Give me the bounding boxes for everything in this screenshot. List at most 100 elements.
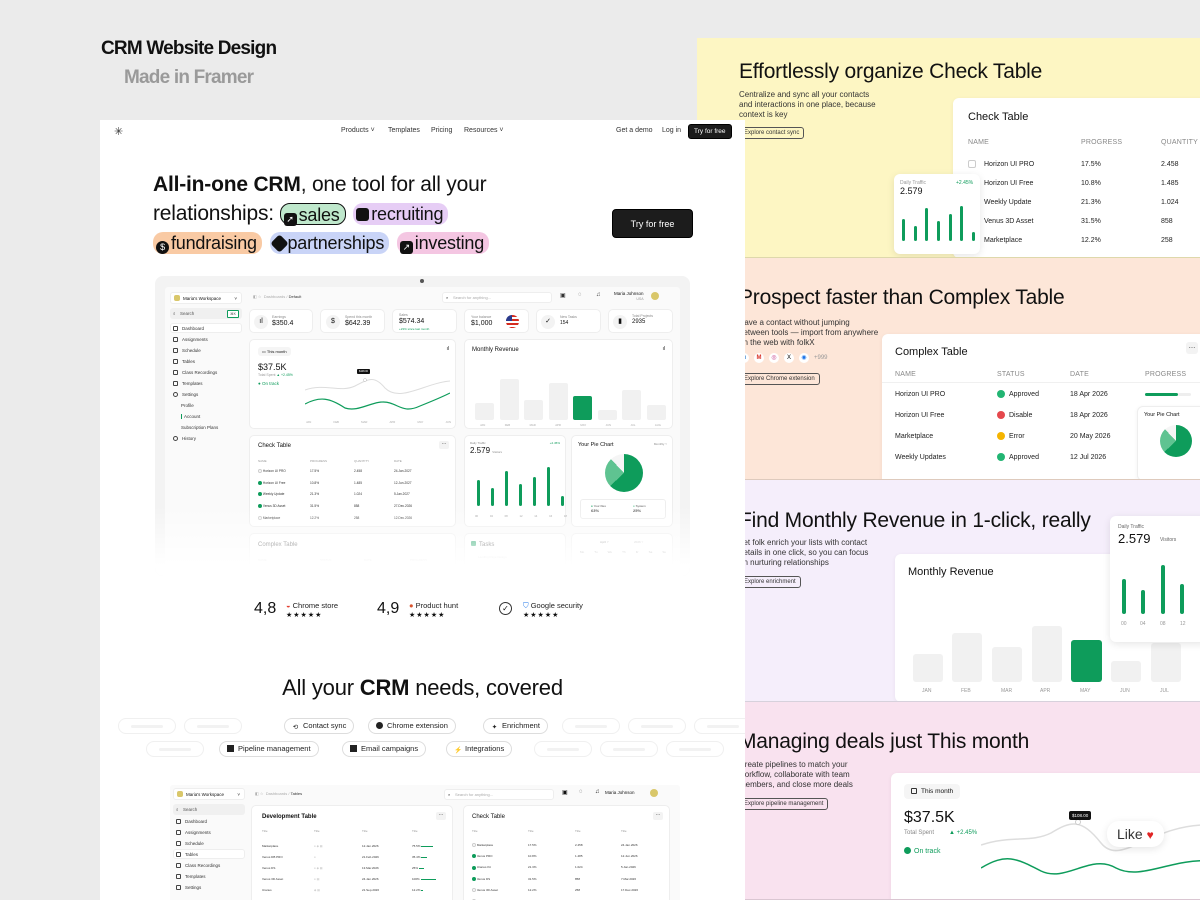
chart-icon: ıl	[254, 315, 268, 329]
more-icon[interactable]: …	[653, 812, 663, 820]
approved-icon	[997, 453, 1005, 461]
pill-sales[interactable]: ➚ sales	[279, 203, 346, 227]
workspace-switcher[interactable]: Maria's Workspace ˅	[170, 292, 242, 304]
section-title: All your CRM needs, covered	[282, 675, 563, 700]
login-link[interactable]: Log in	[662, 127, 682, 134]
more-icon[interactable]: …	[439, 441, 449, 449]
sidebar-item-class-recordings[interactable]: Class Recordings	[176, 863, 220, 868]
workspace-switcher[interactable]: Maria's Workspace ˅	[173, 788, 245, 800]
pill-recruiting[interactable]: recruiting	[353, 203, 449, 226]
sidebar-item-templates[interactable]: Templates	[173, 381, 203, 386]
pill-partnerships[interactable]: partnerships	[269, 232, 390, 255]
get-demo-link[interactable]: Get a demo	[616, 127, 653, 134]
flag-icon[interactable]	[506, 315, 519, 328]
col-header: NAME	[968, 139, 990, 146]
sidebar-item-settings[interactable]: Settings	[173, 392, 198, 397]
sidebar-item-dashboard[interactable]: Dashboard	[173, 326, 204, 331]
chip-email-campaigns[interactable]: Email campaigns	[342, 741, 427, 757]
sidebar-item-profile[interactable]: Profile	[181, 403, 194, 408]
user-name[interactable]: Maria Johnson	[605, 790, 635, 795]
heart-icon: ♥	[1146, 828, 1154, 842]
pill-fundraising[interactable]: $ fundraising	[153, 232, 262, 255]
this-month-button[interactable]: This month	[904, 784, 961, 799]
nav-try-free-button[interactable]: Try for free	[688, 124, 732, 139]
sidebar-item-tables[interactable]: Tables	[173, 359, 195, 364]
producthunt-icon: ● Product hunt	[409, 601, 459, 610]
calendar-icon	[911, 788, 917, 794]
message-icon[interactable]: ◌	[578, 292, 582, 298]
checkbox[interactable]	[968, 160, 976, 168]
x-axis: JAN FEB MAR APR MAY JUN	[306, 420, 451, 424]
more-icon[interactable]: …	[436, 812, 446, 820]
stat-earnings: ıl Earnings $350.4	[249, 309, 313, 333]
nav-templates[interactable]: Templates	[388, 127, 420, 134]
bell-icon[interactable]: ♫	[596, 292, 601, 298]
hero-try-free-button[interactable]: Try for free	[612, 209, 693, 238]
like-badge[interactable]: Like ♥	[1107, 821, 1164, 847]
chip-integrations[interactable]: ⚡ Integrations	[446, 741, 513, 757]
chip-contact-sync[interactable]: ⟲ Contact sync	[284, 718, 355, 734]
sidebar-item-class-recordings[interactable]: Class Recordings	[173, 370, 217, 375]
sidebar-item-schedule[interactable]: Schedule	[173, 348, 201, 353]
sidebar-item-templates[interactable]: Templates	[176, 874, 206, 879]
pie-chart-card: Your Pie Chart	[1137, 406, 1200, 479]
sidebar-item-assignments[interactable]: Assignments	[176, 830, 211, 835]
explore-enrichment-button[interactable]: Explore enrichment	[739, 576, 801, 588]
search-input[interactable]: ⌕ Search for anything...	[442, 292, 552, 303]
more-icon[interactable]: …	[1186, 342, 1198, 354]
message-icon[interactable]: ◌	[579, 789, 583, 795]
explore-contact-sync-button[interactable]: Explore contact sync	[739, 127, 805, 139]
chip-chrome-extension[interactable]: Chrome extension	[368, 718, 456, 734]
traffic-value: 2.579 Visitors	[470, 446, 503, 455]
daily-traffic-card: Daily Traffic 2.579 Visitors 00 04 08 12	[1110, 516, 1200, 642]
user-menu[interactable]: Maria Johnson USA	[614, 291, 644, 301]
sidebar-item-subscription[interactable]: Subscription Plans	[181, 425, 219, 430]
bar-chart-icon[interactable]: ıl	[662, 346, 666, 352]
breadcrumb: ◧ ☆ Dashboards / Default	[253, 294, 302, 299]
grid-icon	[173, 326, 178, 331]
explore-pipeline-button[interactable]: Explore pipeline management	[739, 798, 829, 810]
file-icon: ▮	[613, 315, 627, 329]
page-subheading: Made in Framer	[124, 67, 254, 88]
sidebar-item-assignments[interactable]: Assignments	[173, 337, 208, 342]
nav-products[interactable]: Products ˅	[341, 127, 375, 134]
clipboard-icon[interactable]: ▣	[560, 293, 566, 299]
bar-chart-icon[interactable]: ıl	[446, 346, 450, 352]
sidebar-item-history[interactable]: History	[173, 436, 196, 441]
mail-icon	[350, 745, 357, 752]
bell-icon[interactable]: ♫	[595, 789, 600, 795]
gear-icon	[176, 885, 181, 890]
search-input[interactable]: ⌕ Search for anything...	[444, 789, 554, 800]
nav-resources[interactable]: Resources ˅	[464, 127, 504, 134]
period-dropdown[interactable]: Monthly ˅	[653, 442, 667, 446]
sidebar-item-settings[interactable]: Settings	[176, 885, 201, 890]
sidebar-item-account[interactable]: Account	[181, 414, 200, 419]
sidebar-item-schedule[interactable]: Schedule	[176, 841, 204, 846]
chrome-icon: ◒ Chrome store	[286, 601, 339, 610]
sidebar-item-dashboard[interactable]: Dashboard	[176, 819, 207, 824]
sidebar-item-tables[interactable]: Tables	[176, 852, 198, 857]
panel-title: Prospect faster than Complex Table	[739, 286, 1065, 309]
nav-pricing[interactable]: Pricing	[431, 127, 453, 134]
logo-icon[interactable]: ✳	[114, 126, 124, 138]
history-icon	[173, 436, 178, 441]
panel-description: Centralize and sync all your contacts an…	[739, 90, 876, 119]
widget-title: Your Pie Chart	[578, 442, 614, 448]
clipboard-icon[interactable]: ▣	[562, 790, 568, 796]
hour-label: 00	[1121, 621, 1127, 627]
x-icon: X	[784, 353, 794, 363]
mini-traffic-card: Daily Traffic 2.579 +2.45%	[894, 174, 980, 254]
pill-investing[interactable]: ↗ investing	[396, 232, 490, 255]
avatar	[174, 295, 180, 301]
complex-table-card: Complex Table … NAME STATUS DATE PROGRES…	[882, 334, 1200, 479]
sidebar-search[interactable]: ⌕ Search	[173, 804, 245, 815]
approved-icon	[997, 390, 1005, 398]
explore-chrome-extension-button[interactable]: Explore Chrome extension	[739, 373, 820, 385]
sidebar-search[interactable]: ⌕ Search ⌘K	[170, 308, 242, 319]
chip-enrichment[interactable]: ✦ Enrichment	[483, 718, 548, 734]
this-month-button[interactable]: ▭ This month	[258, 347, 291, 356]
month-label: APR	[1040, 688, 1051, 694]
search-icon: ⌕	[173, 311, 176, 316]
month-label: JUN	[1120, 688, 1130, 694]
chip-pipeline-management[interactable]: Pipeline management	[219, 741, 319, 757]
